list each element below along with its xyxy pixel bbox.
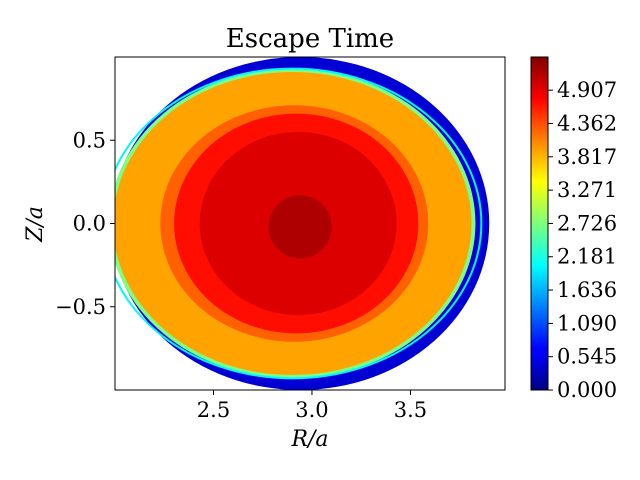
colorbar-ticks: 0.000 0.545 1.090 1.636 2.181 2.726 3.271 3.817… bbox=[548, 78, 617, 402]
heatmap-field bbox=[115, 57, 490, 390]
x-tick-label: 3.5 bbox=[394, 398, 427, 422]
colorbar-tick-label: 1.636 bbox=[557, 278, 617, 302]
colorbar-tick-label: 4.907 bbox=[557, 78, 617, 102]
y-tick-label: 0.0 bbox=[73, 212, 106, 236]
colorbar-tick-label: 0.545 bbox=[557, 345, 617, 369]
transition-band bbox=[115, 67, 483, 380]
y-tick-label: 0.5 bbox=[73, 128, 106, 152]
colorbar-tick-label: 3.271 bbox=[557, 178, 617, 202]
colorbar-tick-label: 0.000 bbox=[557, 378, 617, 402]
x-tick-label: 2.5 bbox=[197, 398, 230, 422]
y-axis-label: Z/a bbox=[23, 206, 48, 243]
field-region-7 bbox=[268, 195, 332, 259]
colorbar-tick-label: 2.181 bbox=[557, 245, 617, 269]
colorbar-tick-label: 2.726 bbox=[557, 211, 617, 235]
colorbar-tick-label: 1.090 bbox=[557, 311, 617, 335]
colorbar bbox=[530, 56, 549, 391]
colorbar-tick-label: 4.362 bbox=[557, 111, 617, 135]
chart-title: Escape Time bbox=[226, 24, 394, 54]
x-axis-label: R/a bbox=[290, 427, 328, 452]
x-tick-label: 3.0 bbox=[295, 398, 328, 422]
y-tick-label: −0.5 bbox=[55, 295, 106, 319]
x-axis-ticks: 2.5 3.0 3.5 bbox=[197, 390, 427, 422]
colorbar-tick-label: 3.817 bbox=[557, 145, 617, 169]
y-axis-ticks: 0.5 0.0 −0.5 bbox=[55, 128, 115, 319]
